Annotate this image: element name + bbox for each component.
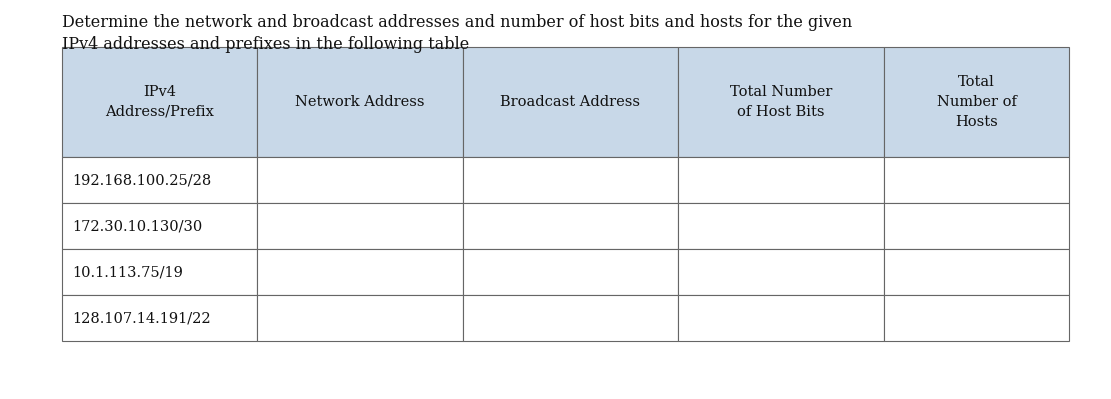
Text: 172.30.10.130/30: 172.30.10.130/30 [72,219,202,233]
Bar [62,203,257,249]
Text: Determine the network and broadcast addresses and number of host bits and hosts : Determine the network and broadcast addr… [62,14,852,53]
Text: 128.107.14.191/22: 128.107.14.191/22 [72,311,211,325]
Bar [257,203,463,249]
Bar [678,249,884,295]
Bar [463,47,678,157]
Bar [884,295,1069,341]
Bar [62,157,257,203]
Bar [62,249,257,295]
Text: 192.168.100.25/28: 192.168.100.25/28 [72,173,211,187]
Bar [257,249,463,295]
Bar [62,47,257,157]
Bar [678,47,884,157]
Text: Broadcast Address: Broadcast Address [500,95,641,109]
Text: IPv4
Address/Prefix: IPv4 Address/Prefix [106,85,214,119]
Text: 10.1.113.75/19: 10.1.113.75/19 [72,265,183,279]
Bar [884,203,1069,249]
Text: Total Number
of Host Bits: Total Number of Host Bits [730,85,832,119]
Bar [678,295,884,341]
Bar [678,157,884,203]
Bar [463,295,678,341]
Text: Total
Number of
Hosts: Total Number of Hosts [937,75,1017,128]
Bar [257,157,463,203]
Bar [62,295,257,341]
Bar [463,249,678,295]
Bar [257,295,463,341]
Bar [463,203,678,249]
Bar [463,157,678,203]
Bar [884,249,1069,295]
Bar [884,47,1069,157]
Bar [257,47,463,157]
Bar [678,203,884,249]
Bar [884,157,1069,203]
Text: Network Address: Network Address [296,95,424,109]
